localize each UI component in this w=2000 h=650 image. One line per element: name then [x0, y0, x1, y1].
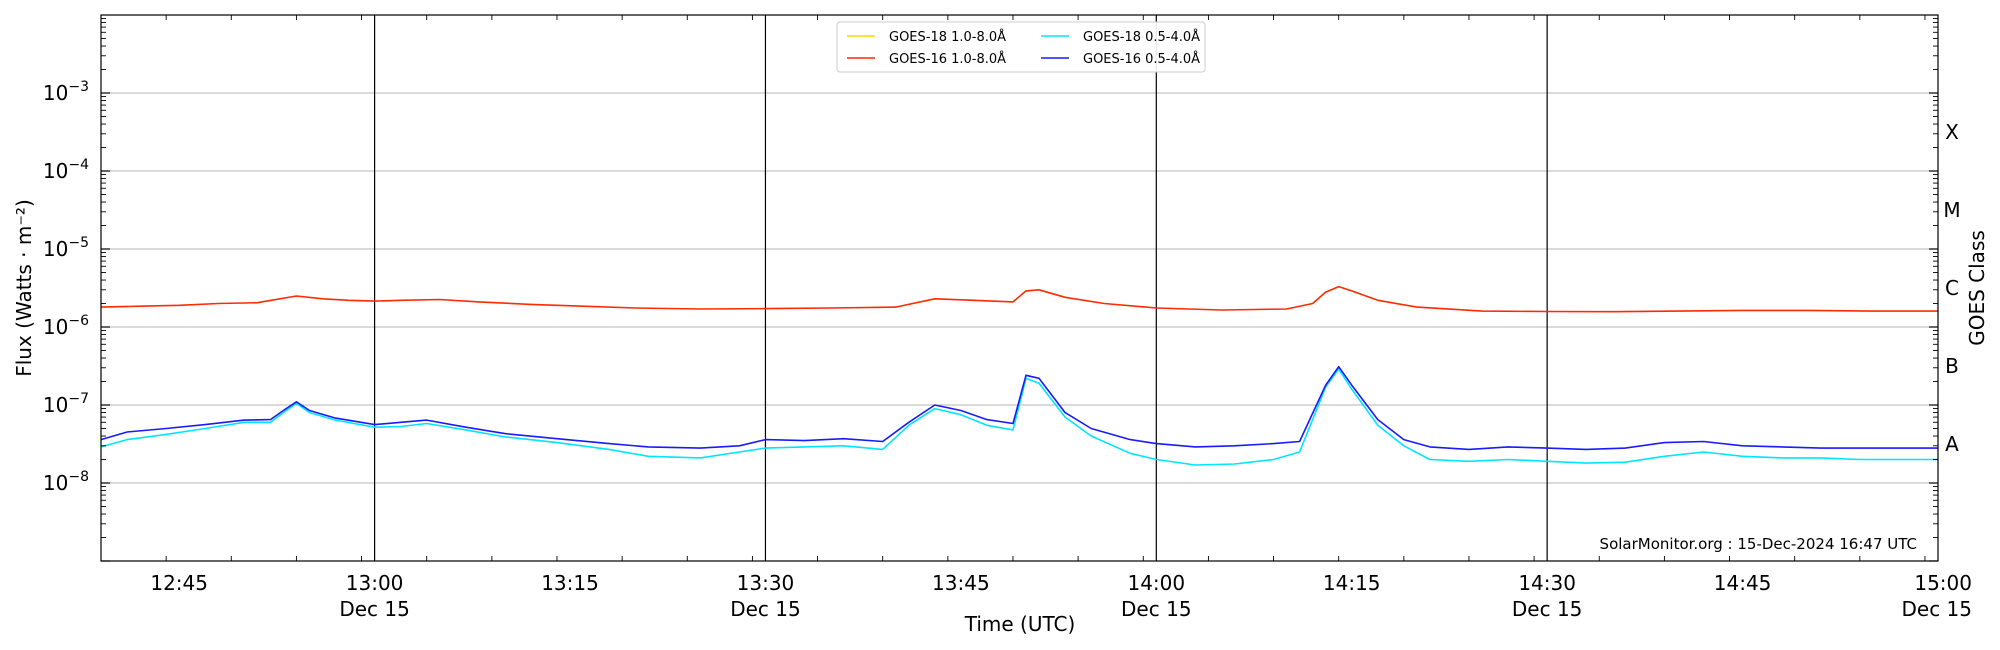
plot-grid	[101, 92, 1938, 484]
x-tick-date-label: Dec 15	[1512, 597, 1583, 621]
x-tick-label: 12:45	[150, 571, 208, 595]
x-tick-label: 13:00	[346, 571, 404, 595]
goes-class-c-label: C	[1945, 276, 1959, 300]
vertical-day-lines	[373, 15, 1548, 561]
goes-class-x-label: X	[1945, 120, 1959, 144]
series-lines	[100, 285, 1938, 466]
source-annotation: SolarMonitor.org : 15-Dec-2024 16:47 UTC	[1600, 535, 1917, 553]
x-tick-date-label: Dec 15	[1901, 597, 1972, 621]
x-tick-date-label: Dec 15	[730, 597, 801, 621]
y-tick-label: 10−5	[43, 235, 89, 261]
legend-label: GOES-16 1.0-8.0Å	[889, 51, 1006, 67]
x-tick-label: 13:15	[541, 571, 599, 595]
goes-class-m-label: M	[1943, 198, 1960, 222]
y-tick-label: 10−3	[43, 79, 89, 105]
plot-frame	[100, 14, 1939, 562]
legend-label: GOES-18 0.5-4.0Å	[1083, 29, 1200, 45]
goes-class-b-label: B	[1945, 354, 1959, 378]
legend-label: GOES-16 0.5-4.0Å	[1083, 51, 1200, 67]
series-line-1	[100, 285, 1938, 313]
x-tick-label: 14:45	[1714, 571, 1772, 595]
x-tick-label: 13:30	[737, 571, 795, 595]
legend: GOES-18 1.0-8.0Å GOES-16 1.0-8.0Å GOES-18 …	[836, 21, 1206, 73]
goes-class-labels: A B C M X	[1943, 120, 1960, 456]
x-tick-label: 14:15	[1323, 571, 1381, 595]
x-tick-date-label: Dec 15	[1121, 597, 1192, 621]
x-tick-label: 15:00	[1914, 571, 1972, 595]
x-tick-label: 13:45	[932, 571, 990, 595]
y-tick-label: 10−8	[43, 469, 89, 495]
y-tick-label: 10−4	[43, 157, 89, 183]
y2-axis-title: GOES Class	[1965, 230, 1989, 346]
x-axis-title: Time (UTC)	[964, 612, 1076, 636]
legend-box	[836, 21, 1206, 73]
series-line-2	[100, 368, 1938, 466]
y-axis-ticks: 10−8 10−7 10−6 10−5 10−4 10−3	[43, 18, 1938, 562]
x-tick-date-label: Dec 15	[339, 597, 410, 621]
y-tick-label: 10−7	[43, 391, 89, 417]
x-tick-label: 14:00	[1127, 571, 1185, 595]
goes-class-a-label: A	[1945, 432, 1959, 456]
series-line-3	[100, 365, 1938, 451]
legend-label: GOES-18 1.0-8.0Å	[889, 29, 1006, 45]
x-tick-label: 14:30	[1518, 571, 1576, 595]
y-axis-title: Flux (Watts · m⁻²)	[12, 199, 36, 377]
y-tick-label: 10−6	[43, 313, 89, 339]
